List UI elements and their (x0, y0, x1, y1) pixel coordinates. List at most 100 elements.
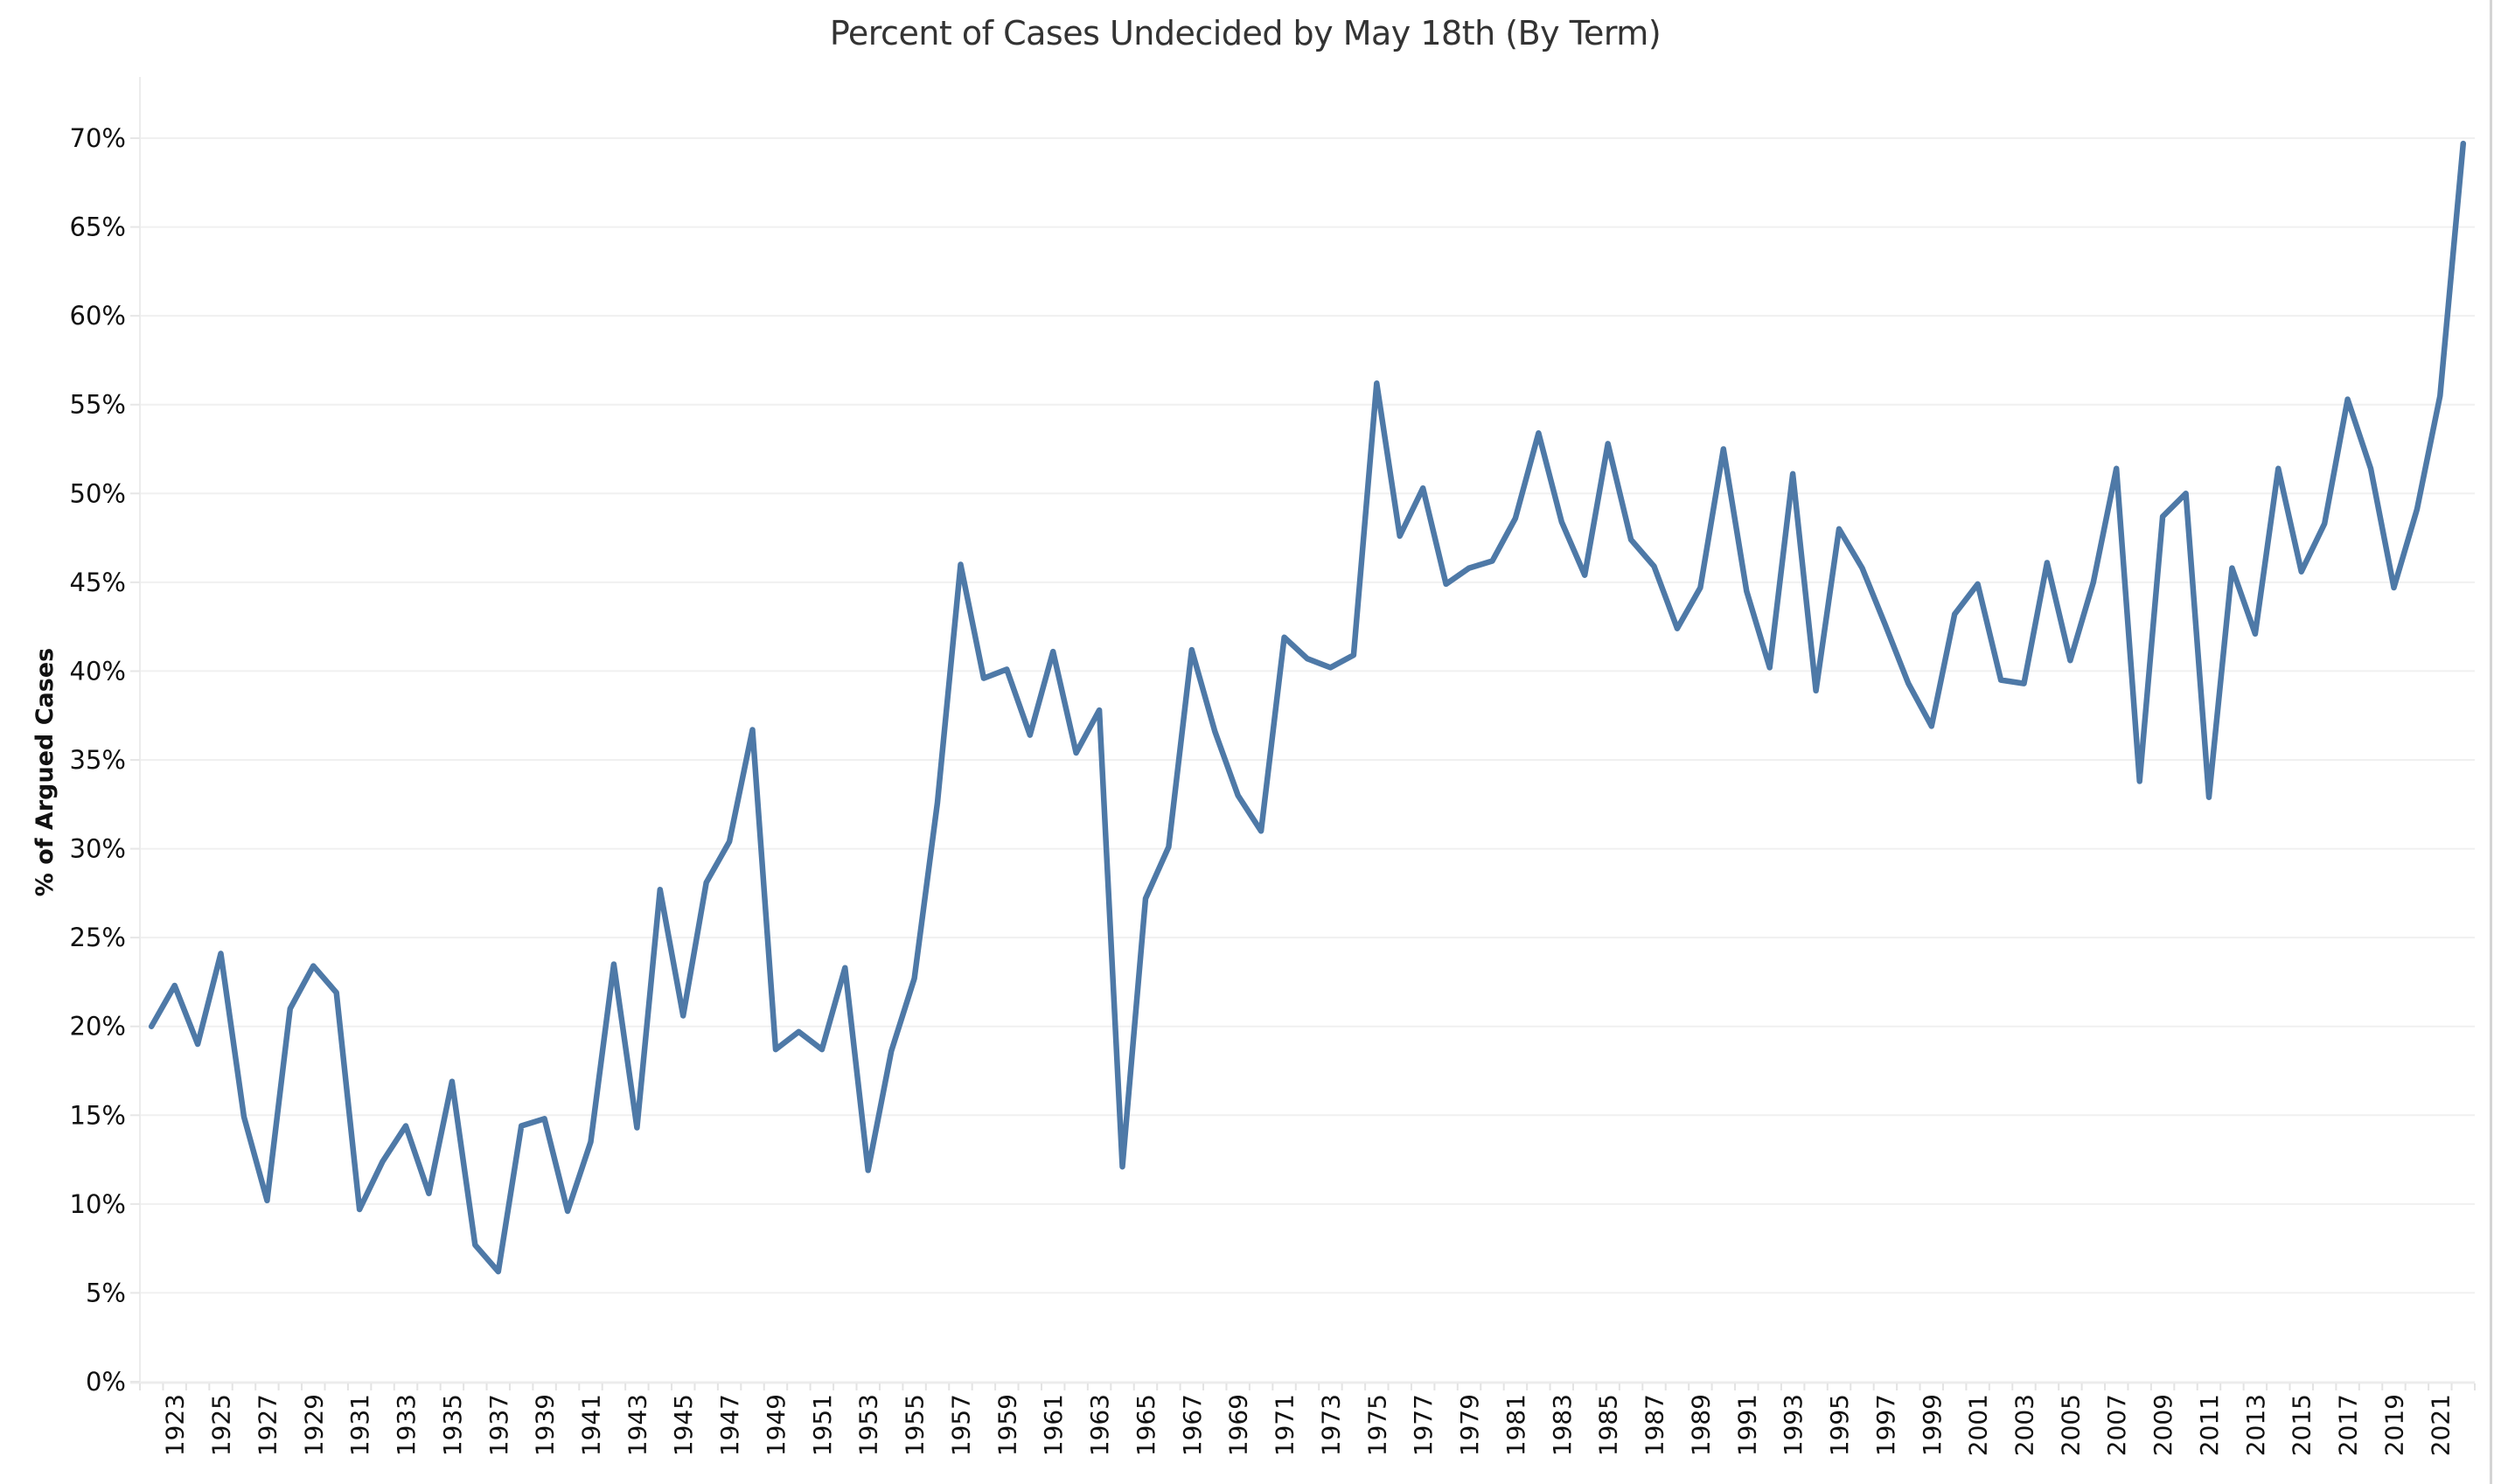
data-point (1652, 564, 1657, 569)
data-point (888, 1049, 894, 1054)
data-point (1074, 750, 1079, 756)
x-tick-label: 1979 (1455, 1394, 1484, 1456)
data-point (2275, 466, 2281, 471)
data-point (219, 951, 224, 956)
data-point (357, 1207, 362, 1212)
data-point (981, 676, 986, 681)
data-point (1028, 733, 1033, 738)
data-point (1420, 485, 1425, 491)
x-tick-label: 2011 (2195, 1394, 2224, 1456)
x-tick-label: 2015 (2288, 1394, 2316, 1456)
data-point (1143, 896, 1148, 902)
data-point (449, 1079, 455, 1084)
data-point (1282, 635, 1287, 640)
x-tick-label: 1993 (1779, 1394, 1808, 1456)
x-tick-label: 2021 (2426, 1394, 2455, 1456)
y-tick-label: 70% (70, 123, 126, 153)
x-tick-label: 1943 (623, 1394, 651, 1456)
data-point (1929, 723, 1934, 728)
data-point (565, 1209, 570, 1214)
data-point (1952, 611, 1957, 617)
x-tick-label: 2005 (2056, 1394, 2085, 1456)
series (148, 140, 2467, 1275)
data-point (1397, 533, 1403, 539)
data-point (2184, 491, 2189, 496)
y-axis-ticks: 0% 5% 10% 15% 20% 25% 30% 35% 40% 45% 50% 55% 60% 65%… (70, 123, 140, 1397)
x-tick-label: 1967 (1178, 1394, 1207, 1456)
y-tick-label: 10% (70, 1189, 126, 1219)
x-tick-label: 1955 (901, 1394, 930, 1456)
data-point (1120, 1164, 1125, 1169)
x-tick-label: 2003 (2010, 1394, 2039, 1456)
data-point (149, 1024, 154, 1029)
data-point (472, 1243, 477, 1248)
x-tick-label: 1945 (669, 1394, 698, 1456)
data-point (2392, 585, 2397, 590)
data-point (195, 1042, 200, 1047)
data-point (750, 728, 756, 733)
x-tick-label: 2019 (2379, 1394, 2408, 1456)
data-point (542, 1116, 547, 1121)
data-point (1374, 380, 1379, 386)
y-axis-title: % of Argued Cases (31, 648, 59, 896)
x-tick-label: 2007 (2102, 1394, 2131, 1456)
x-tick-label: 1939 (531, 1394, 560, 1456)
x-tick-label: 1951 (808, 1394, 837, 1456)
y-tick-label: 30% (70, 834, 126, 864)
x-tick-label: 1985 (1594, 1394, 1623, 1456)
data-point (334, 990, 339, 995)
x-tick-label: 1983 (1548, 1394, 1577, 1456)
data-point (1675, 626, 1680, 631)
data-point (241, 1114, 247, 1119)
x-tick-label: 1931 (345, 1394, 374, 1456)
data-point (958, 562, 964, 568)
data-point (680, 1014, 686, 1019)
y-tick-label: 15% (70, 1100, 126, 1130)
data-point (519, 1124, 524, 1129)
data-point (1697, 585, 1703, 590)
panel-divider (2490, 0, 2492, 1484)
data-point (819, 1047, 825, 1052)
data-point (2299, 569, 2304, 575)
x-tick-label: 1933 (392, 1394, 421, 1456)
data-point (1236, 793, 1241, 798)
x-tick-label: 1929 (299, 1394, 328, 1456)
data-point (2345, 397, 2351, 402)
data-point (1305, 656, 1310, 661)
data-point (2045, 561, 2050, 566)
x-tick-label: 1977 (1409, 1394, 1438, 1456)
data-point (1814, 688, 1819, 693)
x-tick-label: 1959 (993, 1394, 1021, 1456)
data-point (2229, 566, 2234, 571)
data-point (1606, 441, 1611, 446)
data-point (2414, 507, 2420, 512)
data-point (1189, 647, 1195, 652)
x-tick-label: 1961 (1039, 1394, 1068, 1456)
data-point (1883, 623, 1888, 628)
x-tick-label: 1989 (1686, 1394, 1715, 1456)
data-point (912, 976, 917, 981)
x-tick-label: 1999 (1918, 1394, 1947, 1456)
data-point (842, 965, 847, 971)
data-point (1559, 519, 1564, 525)
x-tick-label: 1937 (484, 1394, 513, 1456)
data-point (589, 1139, 594, 1145)
data-point (172, 983, 178, 988)
data-point (1536, 430, 1541, 435)
data-point (1513, 516, 1518, 521)
data-point (2322, 521, 2327, 526)
data-point (310, 964, 316, 969)
data-point (1212, 729, 1217, 735)
x-tick-label: 1949 (762, 1394, 791, 1456)
y-tick-label: 55% (70, 390, 126, 420)
data-point (866, 1167, 871, 1173)
y-tick-label: 25% (70, 923, 126, 952)
data-point (2368, 466, 2373, 471)
y-tick-label: 20% (70, 1012, 126, 1042)
gridlines (140, 137, 2475, 1294)
x-tick-label: 1991 (1732, 1394, 1761, 1456)
data-point (2137, 778, 2142, 784)
data-point (1097, 707, 1102, 713)
data-point (1258, 828, 1264, 833)
